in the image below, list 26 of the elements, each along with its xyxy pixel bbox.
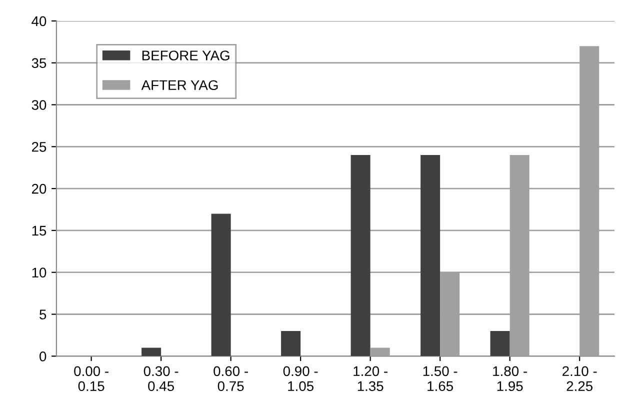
y-tick-label: 0 <box>40 351 46 362</box>
legend-label: BEFORE YAG <box>142 50 230 60</box>
y-tick-label: 35 <box>32 58 46 68</box>
x-tick-label: 1.50 - 1.65 <box>423 366 458 392</box>
bar <box>211 214 231 356</box>
bar <box>370 348 390 356</box>
x-tick-label: 2.10 - 2.25 <box>562 366 597 392</box>
bar <box>350 155 370 356</box>
x-tick-label: 0.90 - 1.05 <box>283 366 318 392</box>
y-tick-label: 10 <box>32 268 46 278</box>
y-tick-label: 20 <box>32 184 46 194</box>
x-tick-label: 0.60 - 0.75 <box>214 366 248 392</box>
bar <box>281 331 301 356</box>
x-tick-label: 0.30 - 0.45 <box>144 366 178 392</box>
legend-label: AFTER YAG <box>141 80 218 90</box>
y-tick-label: 15 <box>32 226 46 236</box>
bar <box>490 331 510 356</box>
y-tick-label: 40 <box>32 16 46 26</box>
y-tick-label: 5 <box>40 310 46 320</box>
x-tick-label: 1.80 - 1.95 <box>493 366 527 392</box>
y-tick-label: 30 <box>32 100 46 110</box>
x-tick-label: 1.20 - 1.35 <box>354 366 388 392</box>
bar <box>142 348 162 356</box>
x-tick-label: 0.00 - 0.15 <box>74 366 108 392</box>
bar <box>420 155 440 356</box>
y-tick-label: 25 <box>32 142 46 152</box>
